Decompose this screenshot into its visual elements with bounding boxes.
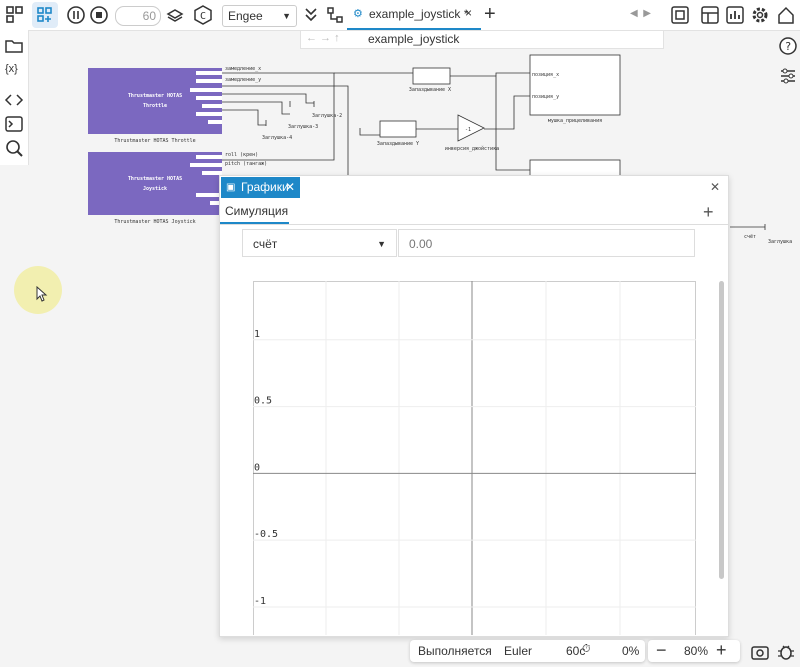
gain-label: инверсия_джойстика	[445, 146, 499, 152]
model-tab[interactable]: ⚙ example_joystick * ×	[347, 0, 481, 30]
zoom-in[interactable]: +	[716, 640, 727, 660]
counter-label: счёт	[744, 234, 756, 240]
y-tick-label: 1	[254, 329, 260, 340]
pause-button[interactable]	[66, 5, 86, 25]
stub-label: Заглушка-4	[262, 135, 292, 141]
stub-label: Заглушка-3	[288, 124, 318, 130]
tab-close[interactable]: ×	[465, 6, 473, 20]
folder-icon[interactable]	[4, 36, 24, 56]
panel-tab[interactable]: ▣ Графики ✕	[221, 177, 300, 198]
chart-icon[interactable]	[725, 5, 745, 25]
y-tick-label: 0.5	[254, 396, 272, 407]
new-tab[interactable]: +	[484, 3, 496, 25]
y-tick-label: -0.5	[254, 529, 278, 540]
signal-name: счёт	[253, 237, 278, 251]
joystick-block	[88, 152, 222, 215]
status-solver: Euler	[504, 644, 533, 658]
breadcrumb-bar: ← → ↑ example_joystick	[300, 30, 664, 49]
delay-y-label: Запаздывание Y	[377, 141, 419, 147]
view-icon[interactable]	[670, 5, 690, 25]
zoom-level: 80%	[684, 644, 709, 658]
subtab[interactable]: Симуляция	[220, 200, 289, 224]
y-tick-label: 0	[254, 462, 260, 473]
stop-button[interactable]	[89, 5, 109, 25]
port-label: позиция_y	[532, 94, 559, 100]
add-plot[interactable]: +	[703, 202, 714, 222]
camera-icon[interactable]	[750, 642, 770, 662]
blocks-button[interactable]	[32, 2, 58, 28]
scrollbar[interactable]	[719, 281, 724, 579]
divider	[220, 224, 728, 225]
tune-icon[interactable]	[778, 66, 798, 86]
layers-icon[interactable]	[165, 5, 185, 25]
console-icon[interactable]	[4, 114, 24, 134]
port-label: позиция_x	[532, 72, 559, 78]
settings-icon[interactable]	[750, 5, 770, 25]
throttle-caption: Thrustmaster HOTAS Throttle	[114, 138, 195, 144]
port-label: замедление_y	[225, 77, 261, 83]
port-label: pitch (тангаж)	[225, 161, 267, 167]
status-progress: 0%	[622, 644, 640, 658]
code-icon[interactable]	[4, 90, 24, 110]
stub-label: Заглушка	[768, 239, 792, 245]
zoom-bar: − 80% +	[648, 640, 740, 662]
joystick-title: Joystick	[143, 186, 167, 192]
delay-x-label: Запаздывание X	[409, 87, 451, 93]
target-select[interactable]: Engee ▼	[222, 5, 297, 27]
svg-text:?: ?	[785, 40, 792, 53]
grid-icon[interactable]	[700, 5, 720, 25]
debug-icon[interactable]	[776, 642, 796, 662]
joystick-caption: Thrustmaster HOTAS Joystick	[114, 219, 195, 225]
menu-icon[interactable]	[5, 5, 25, 25]
collapse-icon[interactable]	[301, 5, 321, 25]
signal-select[interactable]: счёт ▼	[242, 229, 397, 257]
breadcrumb: example_joystick	[368, 32, 460, 46]
tree-icon[interactable]	[325, 5, 345, 25]
joystick-title: Thrustmaster HOTAS	[128, 176, 182, 182]
signal-value: 0.00	[398, 229, 695, 257]
y-tick-label: -1	[254, 596, 266, 607]
throttle-title: Throttle	[143, 103, 167, 109]
panel-tab-title: Графики	[241, 180, 289, 194]
home-icon[interactable]	[776, 5, 796, 25]
gain-value: -1	[465, 127, 471, 133]
plots-panel: ▣ Графики ✕ ✕ Симуляция + счёт ▼ 0.00 1 0.5 0…	[219, 175, 729, 637]
left-toolbar: {x}	[0, 30, 29, 165]
throttle-title: Thrustmaster HOTAS	[128, 93, 182, 99]
panel-close[interactable]: ✕	[710, 180, 721, 194]
compile-icon[interactable]: C	[193, 5, 213, 25]
tab-title: example_joystick *	[369, 7, 469, 21]
tab-icon: ⚙	[353, 8, 363, 20]
port-label: замедление_x	[225, 66, 261, 72]
status-time: 60c	[566, 644, 586, 658]
throttle-block	[88, 68, 222, 134]
zoom-out[interactable]: −	[656, 640, 667, 660]
time-icon: ⏱	[582, 643, 591, 655]
help-icon[interactable]: ?	[778, 36, 798, 56]
variables-icon[interactable]: {x}	[5, 63, 18, 75]
port-label: roll (крен)	[225, 152, 258, 158]
tab-scroll[interactable]: ◀ ▶	[630, 8, 651, 19]
plot: 1 0.5 0 -0.5 -1	[253, 281, 696, 635]
stub-label: Заглушка-2	[312, 113, 342, 119]
target-label: Engee	[228, 9, 263, 23]
sight-label: мушка_прицеливания	[548, 118, 602, 124]
cursor	[36, 286, 48, 302]
svg-text:C: C	[200, 11, 206, 22]
search-icon[interactable]	[4, 138, 24, 158]
steps-input[interactable]: 60	[115, 6, 161, 26]
status-bar: Выполняется Euler 60c ⏱ 0%	[410, 640, 645, 662]
status-state: Выполняется	[418, 644, 492, 658]
nav-arrows[interactable]: ← → ↑	[306, 32, 340, 44]
